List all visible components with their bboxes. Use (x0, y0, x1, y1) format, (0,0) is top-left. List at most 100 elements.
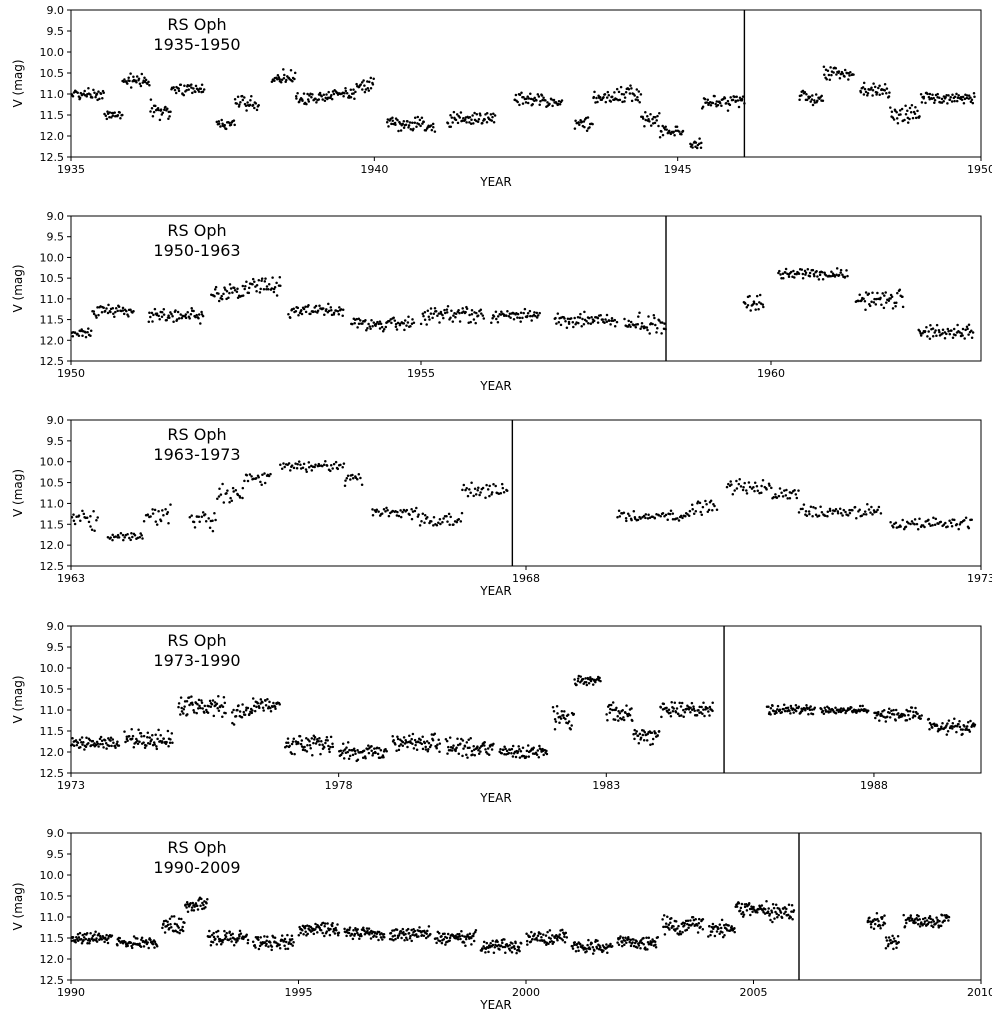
data-point (181, 925, 184, 929)
data-point (533, 311, 536, 314)
data-point (822, 65, 826, 69)
data-point (696, 931, 700, 934)
data-point (100, 739, 104, 742)
data-point (308, 739, 311, 743)
data-point (521, 102, 525, 105)
data-point (888, 716, 892, 719)
data-point (877, 86, 880, 90)
data-point (628, 323, 631, 327)
data-point (779, 911, 783, 914)
data-point (705, 503, 708, 506)
data-point (569, 317, 573, 320)
data-point (458, 932, 461, 936)
data-point (292, 940, 295, 944)
data-point (529, 314, 532, 318)
data-point (76, 933, 80, 936)
data-point (144, 939, 148, 942)
data-point (709, 499, 713, 503)
data-point (165, 740, 168, 744)
data-point (154, 104, 157, 108)
data-point (539, 99, 542, 103)
data-point (464, 310, 467, 314)
data-point (515, 951, 518, 955)
data-point (525, 939, 529, 943)
data-point (961, 732, 964, 736)
data-point (435, 523, 439, 527)
data-point (370, 749, 373, 753)
data-point (849, 71, 852, 74)
data-point (938, 919, 941, 923)
data-point (615, 706, 618, 710)
data-point (766, 910, 770, 913)
data-point (484, 496, 487, 499)
data-point (623, 939, 627, 942)
data-point (776, 704, 780, 708)
data-point (861, 86, 865, 89)
data-point (640, 321, 644, 325)
data-point (742, 486, 745, 489)
data-point (220, 118, 223, 122)
data-point (469, 122, 473, 126)
data-point (254, 477, 258, 480)
data-point (585, 683, 589, 687)
data-point (196, 702, 199, 706)
data-point (878, 93, 881, 97)
data-point (610, 945, 614, 948)
data-point (808, 271, 812, 275)
data-point (229, 287, 233, 290)
data-point (811, 268, 815, 272)
data-point (79, 746, 82, 749)
data-point (425, 323, 428, 326)
data-point (343, 91, 346, 95)
data-point (371, 754, 374, 757)
data-point (545, 752, 549, 756)
data-point (858, 704, 862, 708)
data-point (421, 512, 425, 515)
data-point (411, 510, 415, 513)
data-point (116, 309, 119, 313)
data-point (768, 711, 771, 714)
data-point (629, 320, 633, 324)
data-point (898, 288, 902, 292)
data-point (106, 941, 110, 945)
data-point (192, 309, 195, 313)
data-point (536, 749, 540, 752)
data-point (395, 514, 399, 517)
data-point (647, 117, 650, 121)
data-point (131, 535, 134, 539)
data-point (232, 723, 236, 726)
data-point (533, 932, 536, 936)
data-point (110, 934, 114, 937)
y-axis-title: V (mag) (11, 264, 25, 312)
data-point (911, 917, 914, 921)
data-point (969, 96, 972, 99)
data-point (144, 78, 148, 82)
data-point (421, 122, 424, 125)
data-point (557, 321, 561, 324)
data-point (640, 325, 644, 328)
data-point (477, 752, 481, 756)
data-point (694, 141, 698, 144)
data-point (436, 314, 439, 318)
data-point (242, 710, 246, 714)
plot-frame (70, 215, 982, 362)
data-point (142, 520, 146, 523)
data-point (127, 76, 130, 80)
data-point (948, 98, 952, 102)
data-point (653, 940, 657, 943)
data-point (701, 917, 705, 921)
data-point (797, 272, 801, 275)
data-point (646, 948, 649, 951)
data-point (233, 286, 236, 290)
data-point (170, 915, 174, 918)
data-point (234, 715, 238, 718)
data-point (918, 714, 921, 718)
data-point (352, 88, 355, 91)
data-point (117, 744, 121, 747)
data-point (148, 83, 151, 87)
data-point (198, 520, 201, 523)
data-point (752, 486, 755, 489)
data-point (870, 505, 873, 509)
data-point (625, 519, 628, 523)
data-point (288, 744, 291, 748)
